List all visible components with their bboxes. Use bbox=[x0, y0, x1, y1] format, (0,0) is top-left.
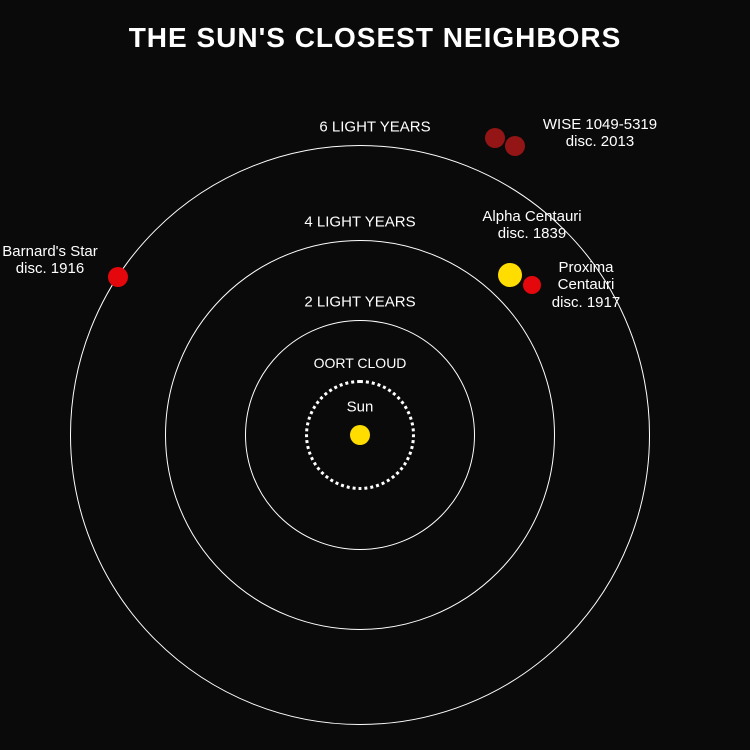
star-label-barnards_star: Barnard's Stardisc. 1916 bbox=[2, 243, 97, 278]
diagram-stage: THE SUN'S CLOSEST NEIGHBORS OORT CLOUD2 … bbox=[0, 0, 750, 750]
star-label-wise_b: WISE 1049-5319disc. 2013 bbox=[543, 116, 657, 151]
star-wise_a bbox=[485, 128, 505, 148]
star-proxima_centauri bbox=[523, 276, 541, 294]
star-label-alpha_centauri: Alpha Centauridisc. 1839 bbox=[482, 208, 581, 243]
star-alpha_centauri bbox=[498, 263, 522, 287]
star-wise_b bbox=[505, 136, 525, 156]
star-barnards_star bbox=[108, 267, 128, 287]
diagram-title: THE SUN'S CLOSEST NEIGHBORS bbox=[0, 22, 750, 54]
star-label-proxima_centauri: ProximaCentauridisc. 1917 bbox=[552, 259, 620, 311]
star-label-sun: Sun bbox=[347, 398, 374, 415]
star-sun bbox=[350, 425, 370, 445]
ring-label-ly6: 6 LIGHT YEARS bbox=[319, 119, 430, 136]
